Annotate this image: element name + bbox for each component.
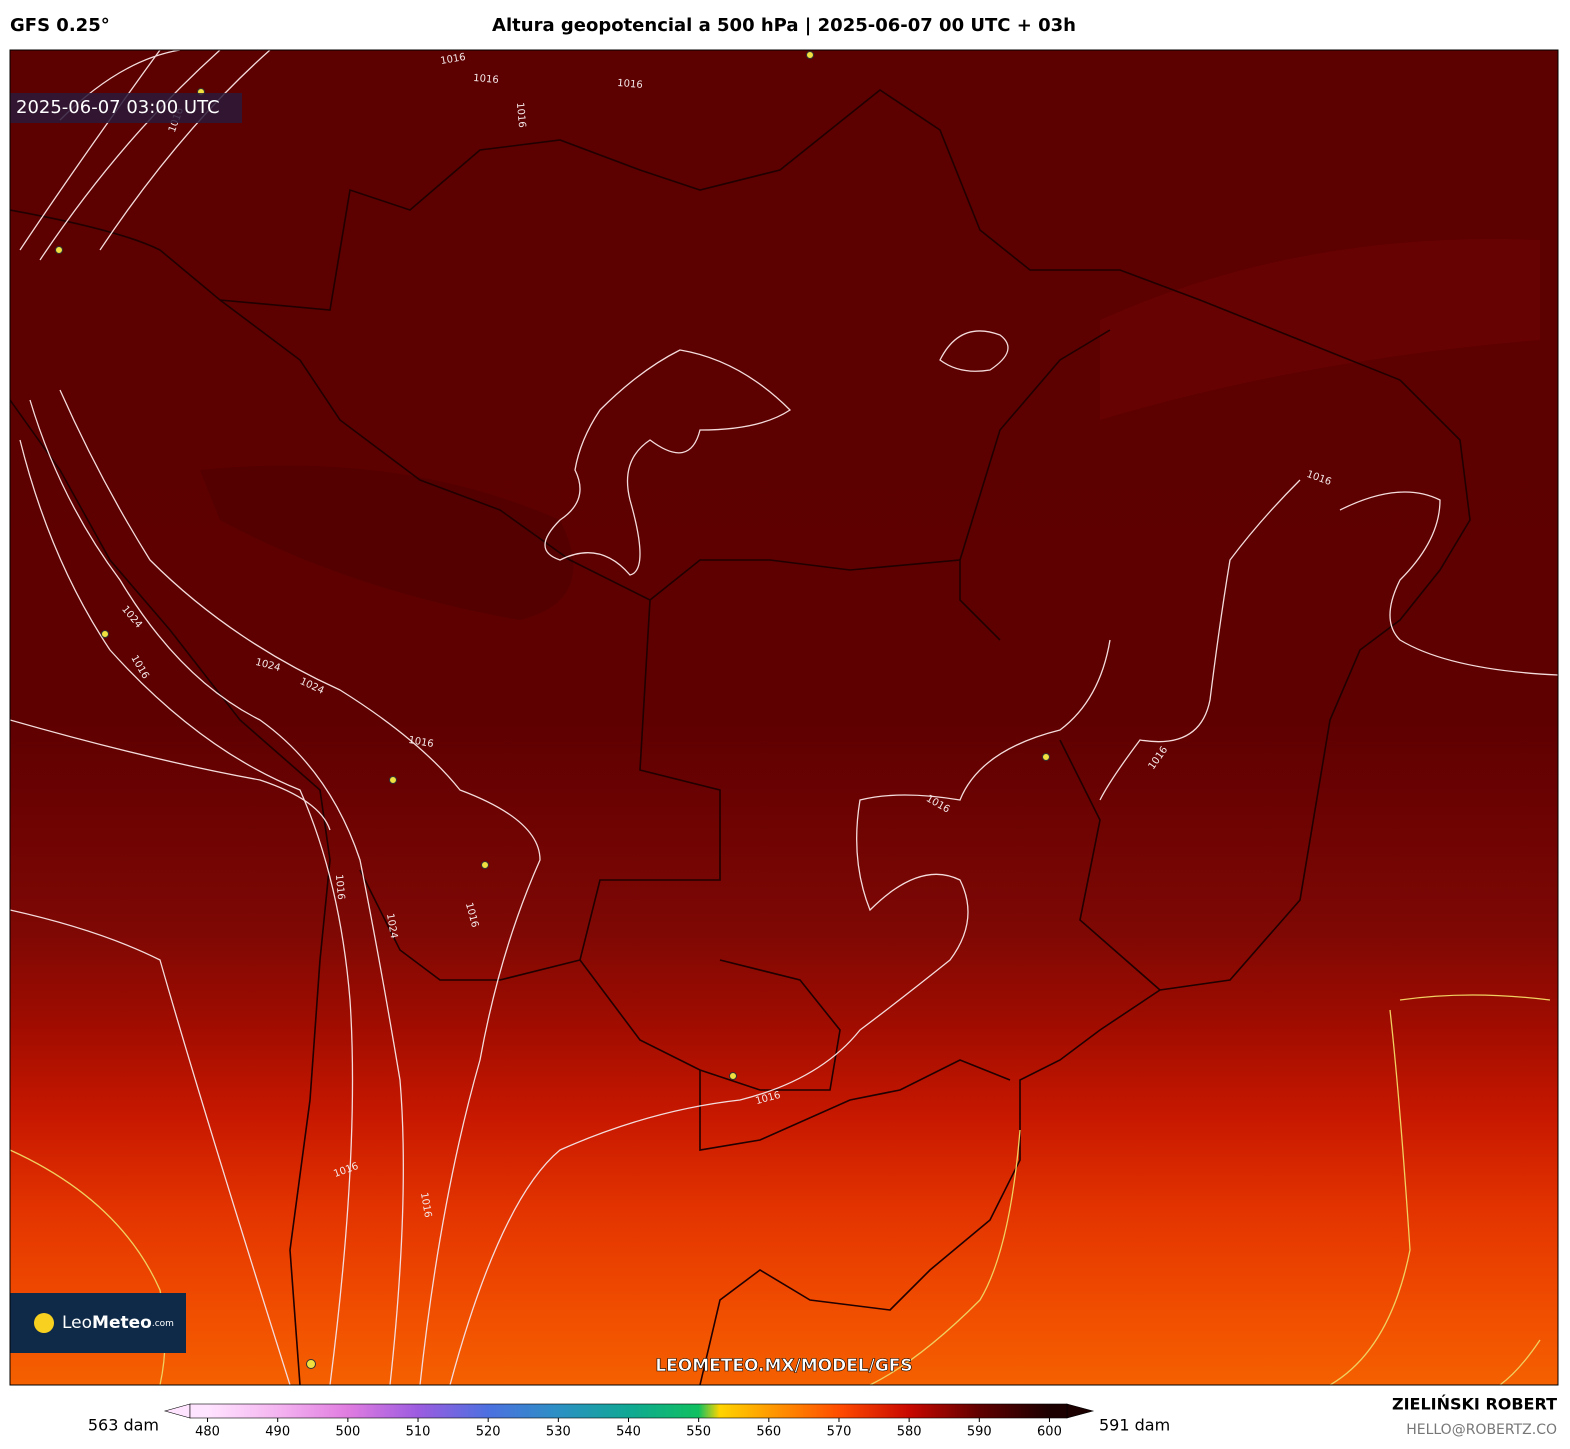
contour-label: 1016	[333, 874, 346, 900]
isobars	[10, 50, 1558, 1385]
colorbar-tick-label: 580	[897, 1425, 922, 1440]
logo-sun	[34, 1313, 54, 1333]
contour-label: 1016	[473, 73, 499, 86]
ridge-region	[1100, 239, 1540, 420]
time-box	[10, 93, 242, 123]
colorbar-tick-label: 490	[265, 1425, 290, 1440]
credit-email: HELLO@ROBERTZ.CO	[1406, 1422, 1557, 1438]
geopotential-field	[10, 50, 1558, 1385]
logo-light: Leo	[62, 1313, 92, 1333]
contour-label: 1016	[407, 735, 434, 750]
borders	[10, 89, 1471, 1385]
map-frame	[9, 49, 1559, 1386]
contour-label: 1016	[514, 102, 527, 128]
watermark: LEOMETEO.MX/MODEL/GFS	[655, 1356, 912, 1376]
colorbar-over	[1066, 1403, 1095, 1419]
colorbar-tick-label: 520	[476, 1425, 501, 1440]
colorbar-gradient	[189, 1403, 1068, 1419]
colorbar-min-label: 563 dam	[88, 1416, 159, 1435]
colorbar-under	[163, 1403, 191, 1419]
logo-text: LeoMeteo.com	[62, 1313, 174, 1333]
colorbar-tick-label: 500	[335, 1425, 360, 1440]
colorbar-tick-label: 480	[195, 1425, 220, 1440]
isobars-south	[10, 994, 1551, 1385]
colorbar-tick-label: 560	[756, 1425, 781, 1440]
colorbar-tick-label: 600	[1037, 1425, 1062, 1440]
valid-time: 2025-06-07 03:00 UTC	[16, 97, 220, 118]
map: 1016101610161016101610241016102410241016…	[10, 50, 1558, 1385]
contour-label: 1016	[440, 52, 467, 67]
low-region	[200, 465, 574, 620]
colorbar-tick-label: 570	[827, 1425, 852, 1440]
colorbar-tick-label: 510	[406, 1425, 431, 1440]
colorbar-tick-label: 590	[967, 1425, 992, 1440]
cities	[55, 51, 1050, 1369]
colorbar: 480 490 500 510 520 530 540 550 560 570 580 590 600	[163, 1403, 1095, 1440]
colorbar-tick-label: 530	[546, 1425, 571, 1440]
contour-label: 1016	[418, 1192, 433, 1219]
contour-label: 1024	[384, 913, 399, 940]
colorbar-tick-label: 540	[616, 1425, 641, 1440]
contour-label: 1016	[617, 78, 643, 91]
colorbar-max-label: 591 dam	[1099, 1416, 1170, 1435]
logo-suffix: .com	[152, 1319, 174, 1329]
credit-author: ZIELIŃSKI ROBERT	[1392, 1395, 1557, 1414]
model-label: GFS 0.25°	[10, 15, 110, 36]
map-title: Altura geopotencial a 500 hPa | 2025-06-…	[492, 15, 1076, 36]
logo-bold: Meteo	[92, 1313, 152, 1333]
colorbar-tick-label: 550	[686, 1425, 711, 1440]
